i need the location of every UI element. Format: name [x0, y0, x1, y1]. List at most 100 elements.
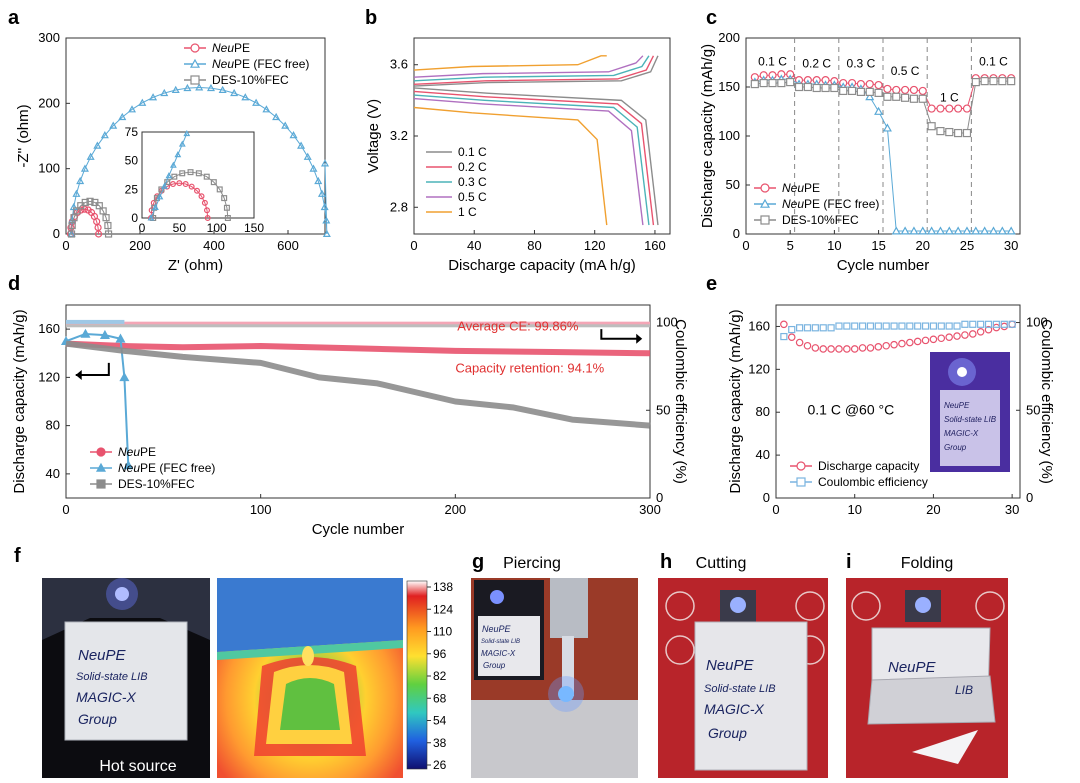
data-point: [900, 226, 910, 235]
inset-data-point: [160, 182, 168, 189]
inset-series-line: [150, 133, 188, 219]
legend-marker: [760, 183, 770, 193]
inset-y-tick-label: 75: [125, 125, 139, 139]
axis-arrow-left: [75, 362, 110, 376]
panel-letter-g: g: [472, 551, 484, 573]
data-point: [241, 93, 250, 101]
data-point: [803, 324, 812, 332]
data-point: [909, 226, 919, 235]
inset-y-tick-label: 0: [131, 211, 138, 225]
inset-data-point: [183, 129, 191, 137]
legend-label: NeuPE (FEC free): [118, 461, 215, 475]
data-point: [900, 93, 910, 102]
y-axis-label: -Z'' (ohm): [15, 104, 32, 167]
inset-frame: [141, 131, 255, 219]
data-point: [309, 164, 318, 172]
series-line: [65, 340, 651, 429]
y2-axis-label: Coulombic efficiency (%): [672, 319, 689, 484]
inset-data-point: [203, 207, 210, 214]
panel-letter-i: i: [846, 551, 852, 573]
data-point: [984, 325, 993, 334]
y-tick-label: 100: [38, 161, 60, 176]
series-line: [65, 340, 651, 357]
y2-tick-label: 100: [656, 315, 678, 330]
y-axis-label: Voltage (V): [365, 99, 382, 173]
data-point: [954, 104, 963, 113]
photo-folding: Folding NeuPE LIB: [846, 555, 1008, 778]
data-point: [76, 176, 85, 185]
y-tick-label: 100: [718, 128, 740, 143]
panel-letter-c: c: [706, 7, 717, 29]
ce-band-neupe: [66, 321, 650, 327]
colorbar-tick-label: 68: [433, 691, 447, 705]
charge-curve: [413, 55, 644, 78]
data-point: [898, 339, 906, 348]
data-point: [322, 216, 331, 224]
annotation-retention: Capacity retention: 94.1%: [455, 361, 604, 376]
y-tick-label: 200: [718, 30, 740, 45]
data-point: [874, 343, 883, 351]
colorbar-tick-label: 96: [433, 647, 447, 661]
panel-letter-a: a: [8, 7, 20, 29]
data-point: [218, 85, 227, 93]
y-tick-label: 120: [38, 369, 60, 384]
inset-data-point: [216, 186, 223, 193]
data-point: [281, 121, 290, 129]
data-point: [874, 88, 883, 97]
data-point: [882, 123, 892, 132]
series-line: [71, 200, 110, 235]
annotation-condition: 0.1 C @60 °C: [807, 401, 894, 417]
y-tick-label: 80: [756, 404, 770, 419]
data-point: [891, 226, 901, 235]
x-tick-label: 80: [527, 238, 541, 253]
x-tick-label: 15: [871, 238, 885, 253]
pouch-note-f: NeuPE Solid-state LIB MAGIC-X Group: [76, 647, 148, 727]
rate-label: 0.1 C: [979, 54, 1008, 68]
data-point: [839, 86, 848, 96]
y-tick-label: 0: [763, 490, 770, 505]
x-tick-label: 200: [444, 502, 466, 517]
inset-data-point: [169, 161, 177, 168]
led: [957, 367, 967, 377]
colorbar: 138 124 110 96 82 68 54 38 26: [406, 580, 453, 772]
x-tick-label: 0: [772, 502, 779, 517]
data-point: [851, 322, 859, 330]
rate-label: 0.1 C: [758, 54, 787, 68]
y-tick-label: 50: [726, 177, 740, 192]
plot-frame: [65, 304, 651, 499]
data-point: [843, 322, 851, 330]
data-point: [171, 85, 180, 93]
rate-label: 0.2 C: [802, 56, 831, 70]
note-line: Solid-state LIB: [944, 415, 997, 424]
y-tick-label: 120: [748, 361, 770, 376]
data-point: [104, 221, 112, 230]
x-tick-label: 120: [584, 238, 606, 253]
legend-label: Coulombic efficiency: [818, 475, 928, 489]
data-point: [918, 226, 928, 235]
note-line: Solid-state LIB: [704, 683, 776, 695]
y-tick-label: 300: [38, 30, 60, 45]
data-point: [971, 77, 980, 87]
panel-letter-h: h: [660, 551, 672, 573]
discharge-curve: [413, 87, 659, 226]
data-point: [882, 341, 890, 350]
data-point: [953, 226, 963, 235]
y2-tick-label: 100: [1026, 315, 1048, 330]
data-point: [819, 345, 828, 353]
y2-tick-label: 50: [1026, 402, 1040, 417]
data-point: [811, 344, 820, 352]
data-point: [777, 78, 786, 88]
data-point: [998, 77, 1007, 86]
data-point: [892, 85, 901, 95]
data-point: [909, 85, 919, 95]
data-point: [892, 92, 901, 101]
data-point: [980, 226, 990, 235]
x-tick-label: 10: [827, 238, 841, 253]
y-tick-label: 0: [733, 226, 740, 241]
data-point: [786, 77, 795, 87]
data-point: [883, 92, 892, 101]
data-point: [984, 320, 993, 328]
note-line: Group: [483, 661, 506, 670]
note-line: NeuPE: [78, 647, 127, 664]
